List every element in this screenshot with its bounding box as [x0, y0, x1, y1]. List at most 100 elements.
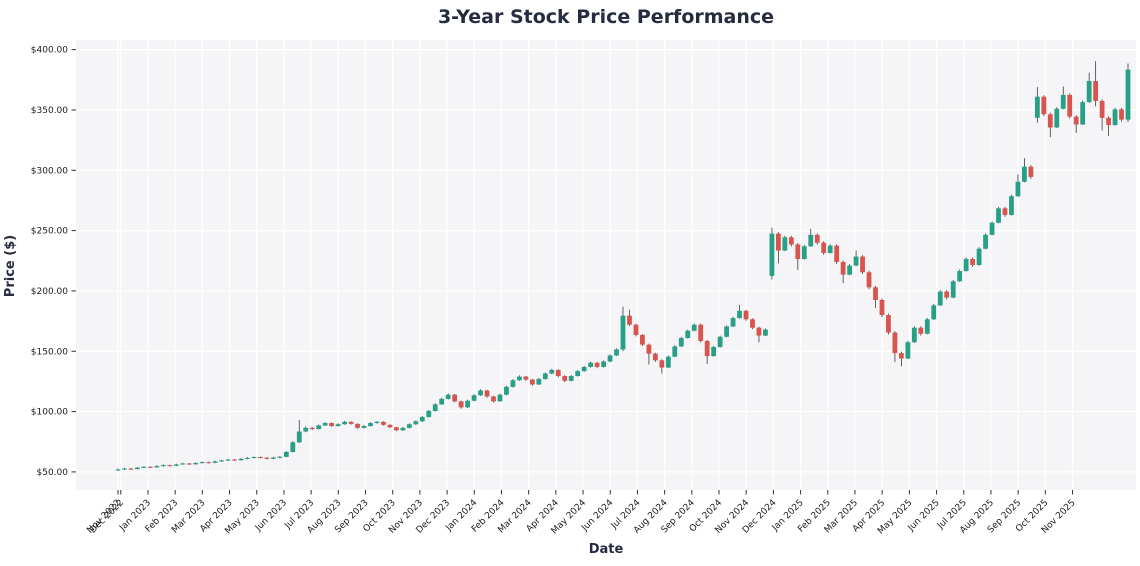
candle-body — [322, 423, 328, 426]
candle-body — [1054, 108, 1060, 128]
x-tick-label: Dec 2022 — [88, 498, 126, 536]
candle-down — [491, 395, 496, 403]
candle-up — [1112, 107, 1118, 126]
candle-up — [691, 323, 697, 332]
candle-body — [562, 375, 568, 381]
candle-body — [581, 366, 587, 372]
candle-up — [1054, 107, 1060, 129]
candle-up — [445, 393, 451, 400]
candle-up — [465, 399, 471, 408]
candle-body — [575, 371, 581, 376]
candle-down — [206, 461, 212, 464]
candle-down — [698, 323, 704, 343]
candle-body — [1002, 208, 1008, 215]
candle-body — [724, 326, 729, 337]
chart-title: 3-Year Stock Price Performance — [438, 6, 774, 28]
candle-up — [290, 441, 296, 453]
y-tick-label: $250.00 — [31, 227, 68, 237]
candle-body — [212, 461, 218, 463]
candle-down — [458, 400, 464, 409]
candle-up — [413, 420, 419, 425]
y-axis-label: Price ($) — [3, 235, 18, 297]
candle-body — [1060, 94, 1066, 109]
candle-body — [193, 462, 199, 465]
candle-up — [439, 397, 445, 405]
candle-body — [355, 423, 360, 428]
candle-up — [303, 426, 309, 433]
y-tick-label: $100.00 — [31, 408, 68, 418]
candle-up — [1060, 86, 1066, 110]
candle-body — [717, 336, 723, 348]
candle-body — [944, 291, 950, 298]
candle-up — [432, 403, 438, 412]
candle-up — [283, 451, 289, 458]
candle-up — [782, 235, 788, 252]
candle-body — [283, 451, 289, 457]
candle-body — [316, 425, 322, 430]
candle-body — [439, 398, 445, 405]
candle-up — [135, 466, 140, 470]
candle-body — [788, 237, 794, 245]
candle-body — [950, 281, 956, 298]
candle-down — [309, 427, 315, 430]
candle-body — [821, 242, 827, 253]
candle-up — [251, 456, 257, 459]
candle-body — [853, 256, 859, 266]
candle-down — [886, 313, 891, 335]
candle-down — [892, 331, 898, 363]
candle-body — [827, 245, 833, 253]
candle-up — [847, 264, 853, 276]
candle-body — [491, 396, 496, 402]
candle-body — [678, 337, 684, 347]
candle-up — [277, 456, 283, 459]
candle-down — [1119, 107, 1124, 122]
candle-body — [775, 233, 781, 251]
candle-up — [536, 377, 542, 386]
candle-body — [115, 469, 121, 471]
candle-up — [601, 360, 606, 368]
candle-body — [1125, 69, 1131, 120]
candle-down — [788, 235, 794, 247]
candle-up — [976, 247, 982, 266]
candle-up — [996, 206, 1001, 224]
candle-down — [775, 232, 781, 264]
candle-body — [419, 417, 425, 422]
candle-body — [614, 349, 619, 356]
candle-body — [529, 379, 535, 385]
candle-body — [523, 376, 529, 380]
candle-body — [478, 390, 483, 396]
candle-body — [685, 330, 691, 338]
candle-body — [1086, 81, 1092, 103]
candle-down — [393, 426, 399, 432]
y-tick-label: $50.00 — [37, 468, 69, 478]
candle-body — [542, 373, 548, 380]
candle-body — [711, 347, 717, 357]
candle-up — [504, 385, 509, 396]
candle-up — [335, 423, 341, 427]
candle-up — [225, 458, 231, 461]
candle-body — [445, 394, 451, 399]
candle-body — [517, 376, 522, 381]
candle-body — [1106, 117, 1111, 126]
candle-up — [270, 456, 276, 460]
candle-down — [866, 270, 872, 290]
candle-body — [290, 442, 296, 452]
candle-body — [471, 395, 477, 401]
candle-up — [374, 420, 380, 424]
candle-body — [1015, 181, 1021, 197]
candle-body — [232, 459, 237, 461]
candle-up — [717, 335, 723, 348]
candle-body — [847, 265, 853, 275]
candle-up — [361, 425, 367, 429]
candle-body — [976, 248, 982, 265]
candle-body — [342, 421, 348, 425]
candle-body — [750, 319, 755, 328]
candle-up — [426, 410, 432, 418]
candle-body — [270, 457, 276, 459]
candle-body — [147, 466, 153, 468]
candle-down — [944, 290, 950, 300]
candle-body — [1041, 96, 1047, 115]
candle-body — [167, 465, 173, 467]
candle-body — [186, 463, 192, 465]
candle-body — [646, 344, 652, 354]
